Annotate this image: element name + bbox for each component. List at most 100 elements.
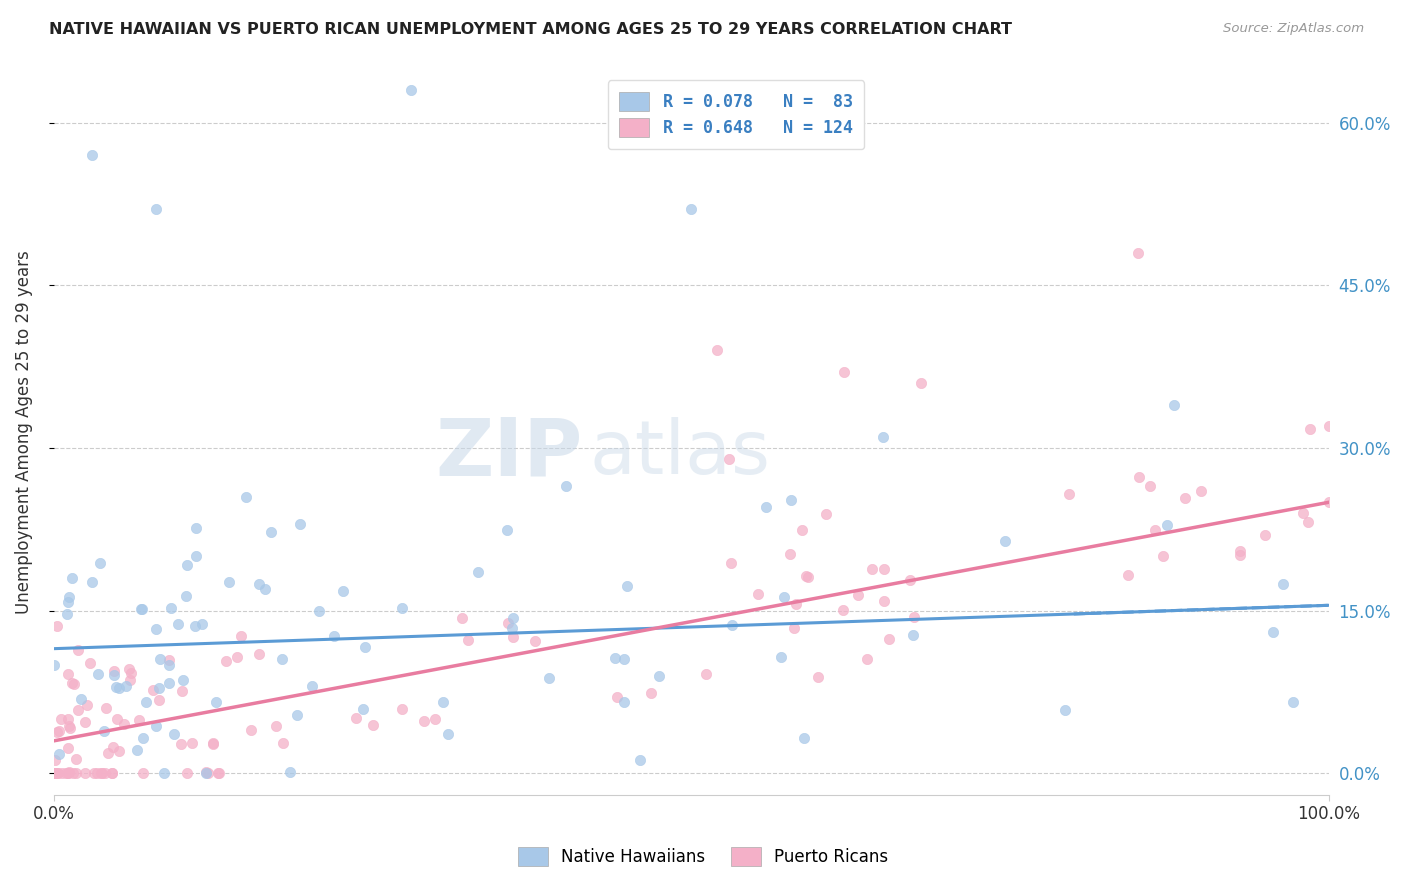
Point — [797, 570, 820, 584]
Point — [67, 703, 90, 717]
Point — [1272, 577, 1295, 591]
Point — [167, 616, 190, 631]
Point — [83, 766, 105, 780]
Point — [80, 148, 103, 162]
Point — [747, 587, 769, 601]
Point — [45, 619, 67, 633]
Point — [873, 562, 896, 576]
Point — [681, 202, 703, 217]
Point — [205, 695, 228, 709]
Point — [273, 735, 295, 749]
Point — [502, 621, 524, 635]
Point — [877, 632, 900, 647]
Point — [97, 746, 120, 760]
Point — [60, 676, 83, 690]
Point — [184, 521, 207, 535]
Point — [1054, 703, 1077, 717]
Point — [848, 588, 870, 602]
Point — [202, 737, 225, 751]
Y-axis label: Unemployment Among Ages 25 to 29 years: Unemployment Among Ages 25 to 29 years — [15, 250, 32, 614]
Point — [354, 640, 377, 654]
Point — [160, 600, 183, 615]
Point — [363, 718, 385, 732]
Point — [502, 630, 524, 644]
Point — [101, 739, 124, 754]
Point — [176, 558, 198, 572]
Point — [855, 652, 877, 666]
Point — [1296, 515, 1319, 529]
Point — [226, 649, 249, 664]
Point — [832, 365, 855, 379]
Point — [270, 651, 292, 665]
Point — [1057, 487, 1080, 501]
Point — [90, 766, 112, 780]
Point — [790, 523, 813, 537]
Point — [62, 766, 84, 780]
Point — [807, 671, 830, 685]
Point — [910, 376, 932, 390]
Point — [60, 571, 83, 585]
Point — [260, 525, 283, 540]
Point — [201, 736, 224, 750]
Point — [537, 671, 560, 685]
Point — [176, 590, 198, 604]
Point — [170, 737, 193, 751]
Point — [432, 695, 454, 709]
Point — [56, 595, 79, 609]
Point — [266, 719, 288, 733]
Point — [605, 651, 627, 665]
Point — [779, 492, 801, 507]
Point — [46, 766, 69, 780]
Point — [79, 656, 101, 670]
Point — [129, 602, 152, 616]
Point — [120, 666, 142, 681]
Point — [240, 723, 263, 737]
Point — [1128, 469, 1150, 483]
Point — [706, 343, 728, 358]
Text: ZIP: ZIP — [436, 415, 583, 492]
Point — [115, 678, 138, 692]
Point — [391, 601, 413, 615]
Point — [108, 681, 131, 695]
Legend: R = 0.078   N =  83, R = 0.648   N = 124: R = 0.078 N = 83, R = 0.648 N = 124 — [607, 80, 865, 149]
Point — [51, 766, 73, 780]
Point — [194, 766, 217, 780]
Point — [496, 523, 519, 537]
Point — [145, 719, 167, 733]
Point — [1292, 506, 1315, 520]
Point — [172, 673, 194, 687]
Point — [132, 731, 155, 745]
Point — [101, 766, 124, 780]
Point — [48, 723, 70, 738]
Point — [794, 569, 817, 583]
Point — [1152, 549, 1174, 564]
Point — [1229, 548, 1251, 562]
Point — [207, 765, 229, 780]
Point — [613, 652, 636, 666]
Point — [1126, 245, 1149, 260]
Point — [247, 577, 270, 591]
Point — [903, 610, 925, 624]
Point — [1163, 398, 1185, 412]
Point — [96, 701, 118, 715]
Point — [103, 668, 125, 682]
Point — [118, 662, 141, 676]
Point — [55, 766, 77, 780]
Point — [44, 766, 66, 780]
Point — [66, 643, 89, 657]
Point — [1254, 528, 1277, 542]
Point — [903, 627, 925, 641]
Point — [105, 712, 128, 726]
Point — [163, 727, 186, 741]
Point — [648, 669, 671, 683]
Point — [86, 766, 108, 780]
Point — [46, 766, 69, 780]
Point — [524, 633, 547, 648]
Point — [1139, 479, 1161, 493]
Point — [157, 657, 180, 672]
Point — [58, 719, 80, 733]
Point — [190, 617, 212, 632]
Point — [352, 702, 374, 716]
Point — [1261, 624, 1284, 639]
Point — [502, 610, 524, 624]
